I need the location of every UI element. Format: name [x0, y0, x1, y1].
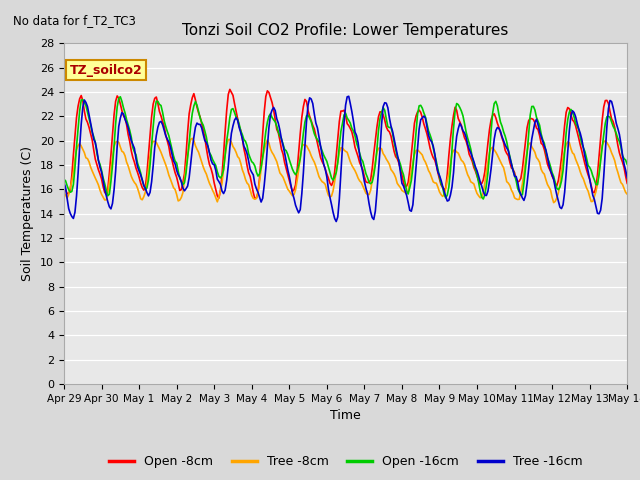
Open -8cm — [623, 180, 631, 186]
Tree -8cm — [188, 135, 196, 141]
Text: No data for f_T2_TC3: No data for f_T2_TC3 — [13, 14, 136, 27]
Title: Tonzi Soil CO2 Profile: Lower Temperatures: Tonzi Soil CO2 Profile: Lower Temperatur… — [182, 23, 509, 38]
Open -16cm — [60, 177, 68, 182]
Line: Open -16cm: Open -16cm — [64, 97, 627, 199]
Open -16cm — [557, 178, 565, 184]
Legend: Open -8cm, Tree -8cm, Open -16cm, Tree -16cm: Open -8cm, Tree -8cm, Open -16cm, Tree -… — [104, 450, 588, 473]
Open -16cm — [76, 108, 83, 114]
Tree -16cm — [332, 218, 340, 224]
Line: Open -8cm: Open -8cm — [64, 89, 627, 199]
Open -16cm — [413, 111, 421, 117]
Tree -16cm — [415, 126, 423, 132]
Y-axis label: Soil Temperatures (C): Soil Temperatures (C) — [22, 146, 35, 281]
Open -8cm — [384, 127, 392, 133]
Tree -16cm — [403, 192, 410, 198]
Open -16cm — [166, 139, 174, 145]
Tree -16cm — [623, 175, 631, 180]
X-axis label: Time: Time — [330, 409, 361, 422]
Open -16cm — [479, 196, 487, 202]
Tree -8cm — [165, 172, 173, 178]
Open -8cm — [76, 96, 83, 102]
Tree -8cm — [623, 192, 631, 197]
Open -16cm — [401, 180, 409, 185]
Tree -8cm — [401, 190, 409, 195]
Tree -8cm — [413, 147, 421, 153]
Open -16cm — [623, 161, 631, 167]
Tree -16cm — [165, 139, 173, 145]
Open -8cm — [251, 196, 259, 202]
Tree -16cm — [557, 206, 565, 212]
Tree -8cm — [76, 141, 83, 146]
Line: Tree -8cm: Tree -8cm — [64, 138, 627, 203]
Tree -16cm — [60, 180, 68, 186]
Tree -8cm — [557, 168, 565, 174]
Open -8cm — [415, 107, 423, 113]
Open -8cm — [403, 183, 410, 189]
Open -16cm — [116, 94, 124, 100]
Open -16cm — [383, 116, 390, 121]
Tree -8cm — [60, 190, 68, 196]
Tree -16cm — [76, 144, 83, 150]
Tree -16cm — [384, 105, 392, 110]
Tree -8cm — [383, 156, 390, 162]
Open -8cm — [557, 155, 565, 161]
Line: Tree -16cm: Tree -16cm — [64, 96, 627, 221]
Open -8cm — [226, 86, 234, 92]
Tree -8cm — [550, 200, 557, 205]
Text: TZ_soilco2: TZ_soilco2 — [70, 64, 142, 77]
Open -8cm — [60, 182, 68, 188]
Tree -16cm — [345, 94, 353, 99]
Open -8cm — [165, 144, 173, 149]
